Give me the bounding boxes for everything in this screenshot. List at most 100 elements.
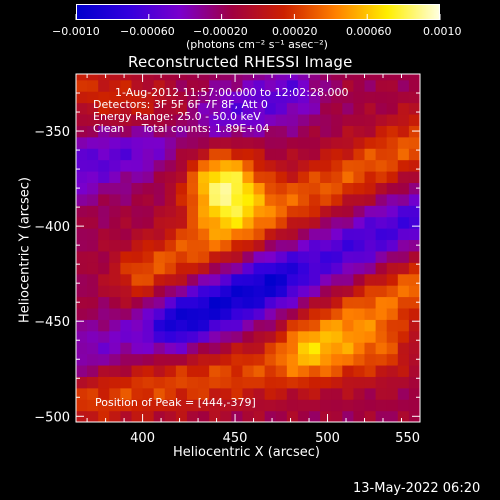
heatmap-cell [120, 216, 133, 229]
heatmap-cell [198, 193, 210, 206]
heatmap-cell [364, 193, 377, 206]
heatmap-cell [209, 376, 221, 389]
heatmap-cell [320, 74, 332, 81]
heatmap-cell [142, 319, 155, 332]
colorbar-tick-label: −0.0010 [52, 25, 100, 38]
heatmap-cell [397, 113, 410, 126]
heatmap-cell [87, 125, 99, 138]
heatmap-cell [275, 376, 288, 389]
heatmap-cell [242, 319, 255, 332]
heatmap-cell [364, 296, 377, 309]
heatmap-cell [198, 342, 210, 355]
heatmap-cell [386, 319, 399, 332]
heatmap-cell [364, 376, 377, 389]
heatmap-cell [320, 182, 332, 195]
heatmap-cell [109, 364, 121, 377]
heatmap-cell [198, 307, 210, 320]
heatmap-cell [297, 79, 310, 92]
heatmap-cell [220, 79, 232, 92]
heatmap-cell [309, 228, 321, 241]
heatmap-cell [231, 159, 244, 172]
heatmap-cell [186, 296, 199, 309]
heatmap-cell [408, 205, 420, 218]
heatmap-cell [309, 239, 321, 252]
heatmap-cell [397, 91, 410, 104]
heatmap-cell [98, 182, 110, 195]
heatmap-cell [175, 74, 188, 81]
heatmap-cell [76, 216, 88, 229]
heatmap-cell [142, 91, 155, 104]
heatmap-cell [220, 74, 232, 81]
heatmap-cell [186, 170, 199, 183]
heatmap-cell [175, 330, 188, 343]
heatmap-cell [375, 182, 388, 195]
heatmap-cell [198, 182, 210, 195]
heatmap-cell [220, 91, 232, 104]
heatmap-cell [209, 159, 221, 172]
heatmap-cell [120, 125, 133, 138]
heatmap-cell [264, 250, 277, 263]
heatmap-cell [297, 319, 310, 332]
heatmap-cell [364, 285, 377, 298]
heatmap-cell [142, 182, 155, 195]
heatmap-cell [98, 353, 110, 366]
heatmap-cell [408, 91, 420, 104]
heatmap-cell [198, 319, 210, 332]
heatmap-cell [142, 228, 155, 241]
heatmap-cell [253, 296, 266, 309]
heatmap-cell [164, 262, 177, 275]
heatmap-cell [87, 285, 99, 298]
heatmap-cell [231, 399, 244, 412]
heatmap-cell [76, 319, 88, 332]
heatmap-cell [186, 376, 199, 389]
heatmap-cell [397, 399, 410, 412]
heatmap-cell [120, 102, 133, 115]
heatmap-cell [131, 193, 144, 206]
heatmap-cell [331, 182, 343, 195]
heatmap-cell [264, 262, 277, 275]
heatmap-cell [164, 387, 177, 400]
heatmap-cell [253, 74, 266, 81]
heatmap-cell [220, 399, 232, 412]
heatmap-cell [120, 148, 133, 161]
heatmap-cell [364, 79, 377, 92]
heatmap-cell [175, 113, 188, 126]
heatmap-cell [142, 148, 155, 161]
heatmap-cell [120, 170, 133, 183]
heatmap-cell [175, 342, 188, 355]
heatmap-cell [253, 239, 266, 252]
heatmap-cell [253, 353, 266, 366]
heatmap-cell [253, 376, 266, 389]
heatmap-cell [209, 353, 221, 366]
heatmap-cell [186, 387, 199, 400]
heatmap-cell [242, 205, 255, 218]
heatmap-cell [231, 125, 244, 138]
heatmap-cell [209, 170, 221, 183]
heatmap-cell [220, 125, 232, 138]
heatmap-cell [275, 307, 288, 320]
heatmap-cell [353, 353, 366, 366]
heatmap-cell [309, 216, 321, 229]
heatmap-cell [264, 113, 277, 126]
heatmap-cell [175, 136, 188, 149]
heatmap-cell [198, 239, 210, 252]
heatmap-cell [242, 182, 255, 195]
heatmap-cell [153, 182, 166, 195]
heatmap-cell [408, 250, 420, 263]
heatmap-cell [76, 239, 88, 252]
heatmap-cell [342, 102, 355, 115]
heatmap-cell [109, 342, 121, 355]
heatmap-cell [297, 342, 310, 355]
heatmap-cell [87, 410, 99, 422]
heatmap-cell [164, 91, 177, 104]
heatmap-cell [186, 319, 199, 332]
heatmap-cell [142, 170, 155, 183]
heatmap-cell [109, 410, 121, 422]
heatmap-cell [297, 74, 310, 81]
heatmap-cell [353, 307, 366, 320]
heatmap-cell [375, 410, 388, 422]
heatmap-cell [286, 102, 299, 115]
heatmap-cell [386, 136, 399, 149]
heatmap-cell [397, 285, 410, 298]
heatmap-cell [286, 113, 299, 126]
